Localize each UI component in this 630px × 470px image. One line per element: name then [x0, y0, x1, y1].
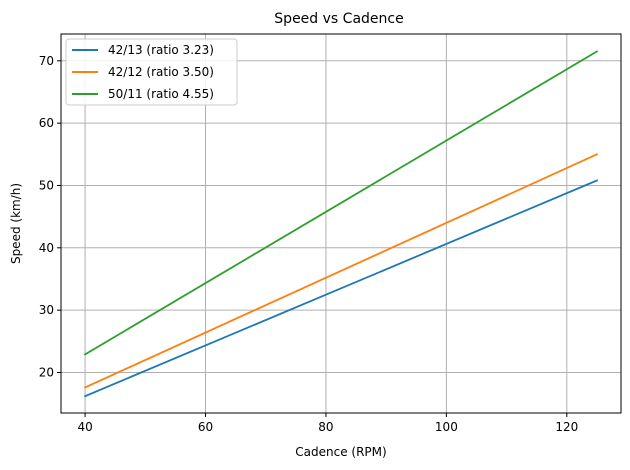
- x-tick-label: 60: [198, 420, 213, 434]
- legend-box: [65, 38, 238, 106]
- y-tick-label: 30: [39, 303, 54, 317]
- y-tick-label: 70: [39, 54, 54, 68]
- y-tick-label: 20: [39, 365, 54, 379]
- legend-label: 42/12 (ratio 3.50): [108, 65, 214, 79]
- x-axis-label: Cadence (RPM): [295, 445, 386, 459]
- y-tick-label: 40: [39, 241, 54, 255]
- x-tick-label: 80: [318, 420, 333, 434]
- x-tick-label: 120: [555, 420, 578, 434]
- axes-frame: [60, 33, 622, 414]
- legend-label: 42/13 (ratio 3.23): [108, 43, 214, 57]
- axis-ticks: 40 60 80 100 120 20 30 40 50 60 70: [39, 54, 579, 434]
- y-tick-label: 60: [39, 116, 54, 130]
- series-line-2: [83, 50, 599, 356]
- x-tick-label: 100: [435, 420, 458, 434]
- series-line-1: [83, 153, 599, 389]
- series-line-0: [83, 179, 599, 398]
- x-tick-label: 40: [77, 420, 92, 434]
- legend-label: 50/11 (ratio 4.55): [108, 87, 214, 101]
- chart-title: Speed vs Cadence: [274, 11, 403, 27]
- series-lines: [83, 50, 599, 398]
- y-axis-label: Speed (km/h): [9, 183, 23, 264]
- y-tick-label: 50: [39, 178, 54, 192]
- legend: 42/13 (ratio 3.23) 42/12 (ratio 3.50) 50/1…: [65, 38, 238, 106]
